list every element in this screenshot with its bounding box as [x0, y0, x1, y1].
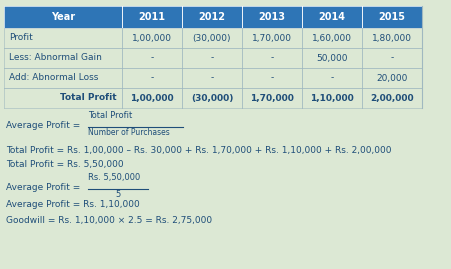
Text: Goodwill = Rs. 1,10,000 × 2.5 = Rs. 2,75,000: Goodwill = Rs. 1,10,000 × 2.5 = Rs. 2,75…: [6, 216, 212, 225]
Text: 5: 5: [115, 190, 120, 199]
Text: Year: Year: [51, 12, 75, 22]
Text: 2013: 2013: [258, 12, 285, 22]
Text: Rs. 5,50,000: Rs. 5,50,000: [88, 173, 140, 182]
Text: -: -: [270, 73, 273, 83]
Text: (30,000): (30,000): [192, 34, 231, 43]
Text: 1,80,000: 1,80,000: [371, 34, 411, 43]
Bar: [122, 48, 182, 68]
Text: Less: Abnormal Gain: Less: Abnormal Gain: [9, 54, 101, 62]
Text: 2014: 2014: [318, 12, 345, 22]
Text: Total Profit = Rs. 1,00,000 – Rs. 30,000 + Rs. 1,70,000 + Rs. 1,10,000 + Rs. 2,0: Total Profit = Rs. 1,00,000 – Rs. 30,000…: [6, 146, 391, 155]
Bar: [301, 88, 361, 108]
Bar: [241, 28, 301, 48]
Text: 50,000: 50,000: [316, 54, 347, 62]
Bar: [122, 68, 182, 88]
Bar: [241, 88, 301, 108]
Text: Average Profit = Rs. 1,10,000: Average Profit = Rs. 1,10,000: [6, 200, 139, 209]
Text: -: -: [150, 73, 153, 83]
Text: Number of Purchases: Number of Purchases: [88, 128, 170, 137]
Text: -: -: [390, 54, 393, 62]
Text: 1,00,000: 1,00,000: [132, 34, 172, 43]
Text: -: -: [270, 54, 273, 62]
Bar: [4, 88, 122, 108]
Bar: [361, 48, 421, 68]
Bar: [122, 6, 182, 28]
Text: Profit: Profit: [9, 34, 32, 43]
Text: 2,00,000: 2,00,000: [369, 94, 413, 102]
Bar: [241, 6, 301, 28]
Text: Total Profit = Rs. 5,50,000: Total Profit = Rs. 5,50,000: [6, 160, 124, 169]
Text: -: -: [330, 73, 333, 83]
Bar: [241, 68, 301, 88]
Bar: [182, 6, 241, 28]
Text: -: -: [210, 73, 213, 83]
Text: 1,60,000: 1,60,000: [311, 34, 351, 43]
Text: Average Profit =: Average Profit =: [6, 122, 80, 130]
Bar: [122, 28, 182, 48]
Text: 2011: 2011: [138, 12, 165, 22]
Bar: [361, 88, 421, 108]
Bar: [361, 28, 421, 48]
Bar: [4, 6, 122, 28]
Text: 1,00,000: 1,00,000: [130, 94, 174, 102]
Bar: [361, 6, 421, 28]
Text: 1,70,000: 1,70,000: [249, 94, 293, 102]
Text: (30,000): (30,000): [190, 94, 233, 102]
Text: 2015: 2015: [377, 12, 405, 22]
Bar: [301, 48, 361, 68]
Bar: [4, 68, 122, 88]
Text: 2012: 2012: [198, 12, 225, 22]
Text: 1,70,000: 1,70,000: [252, 34, 291, 43]
Text: 20,000: 20,000: [376, 73, 407, 83]
Text: Average Profit =: Average Profit =: [6, 183, 80, 193]
Bar: [122, 88, 182, 108]
Bar: [361, 68, 421, 88]
Text: Add: Abnormal Loss: Add: Abnormal Loss: [9, 73, 98, 83]
Bar: [301, 68, 361, 88]
Bar: [182, 48, 241, 68]
Bar: [301, 6, 361, 28]
Text: Total Profit: Total Profit: [88, 111, 132, 120]
Bar: [301, 28, 361, 48]
Text: 1,10,000: 1,10,000: [309, 94, 353, 102]
Bar: [4, 28, 122, 48]
Bar: [241, 48, 301, 68]
Bar: [4, 48, 122, 68]
Bar: [182, 68, 241, 88]
Bar: [182, 28, 241, 48]
Text: -: -: [210, 54, 213, 62]
Bar: [182, 88, 241, 108]
Text: -: -: [150, 54, 153, 62]
Text: Total Profit: Total Profit: [60, 94, 117, 102]
